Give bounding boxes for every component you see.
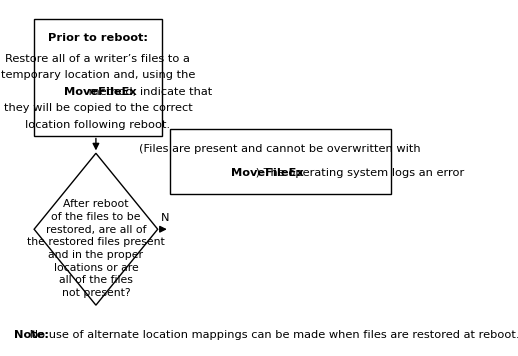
- Text: they will be copied to the correct: they will be copied to the correct: [4, 104, 192, 114]
- Text: and in the proper: and in the proper: [48, 250, 143, 260]
- Text: N: N: [161, 213, 169, 223]
- Text: No use of alternate location mappings can be made when files are restored at reb: No use of alternate location mappings ca…: [26, 330, 518, 340]
- Text: method, indicate that: method, indicate that: [85, 87, 212, 97]
- Text: (Files are present and cannot be overwritten with: (Files are present and cannot be overwri…: [139, 145, 421, 155]
- FancyBboxPatch shape: [34, 19, 162, 136]
- Text: the restored files present: the restored files present: [27, 237, 165, 247]
- Polygon shape: [34, 153, 157, 305]
- FancyBboxPatch shape: [170, 129, 391, 194]
- Text: all of the files: all of the files: [59, 276, 133, 286]
- Text: of the files to be: of the files to be: [51, 212, 141, 222]
- Text: not present?: not present?: [62, 288, 130, 298]
- Text: MoveFileEx: MoveFileEx: [64, 87, 137, 97]
- Text: MoveFileEx: MoveFileEx: [231, 168, 304, 178]
- Text: Restore all of a writer’s files to a: Restore all of a writer’s files to a: [6, 54, 190, 64]
- Text: location following reboot.: location following reboot.: [25, 120, 170, 130]
- Text: temporary location and, using the: temporary location and, using the: [1, 70, 195, 80]
- Text: Prior to reboot:: Prior to reboot:: [48, 33, 148, 43]
- Text: locations or are: locations or are: [53, 263, 138, 273]
- Text: Note:: Note:: [14, 330, 49, 340]
- Text: restored, are all of: restored, are all of: [46, 225, 146, 235]
- Text: After reboot: After reboot: [63, 199, 128, 209]
- Text: .) The operating system logs an error: .) The operating system logs an error: [252, 168, 464, 178]
